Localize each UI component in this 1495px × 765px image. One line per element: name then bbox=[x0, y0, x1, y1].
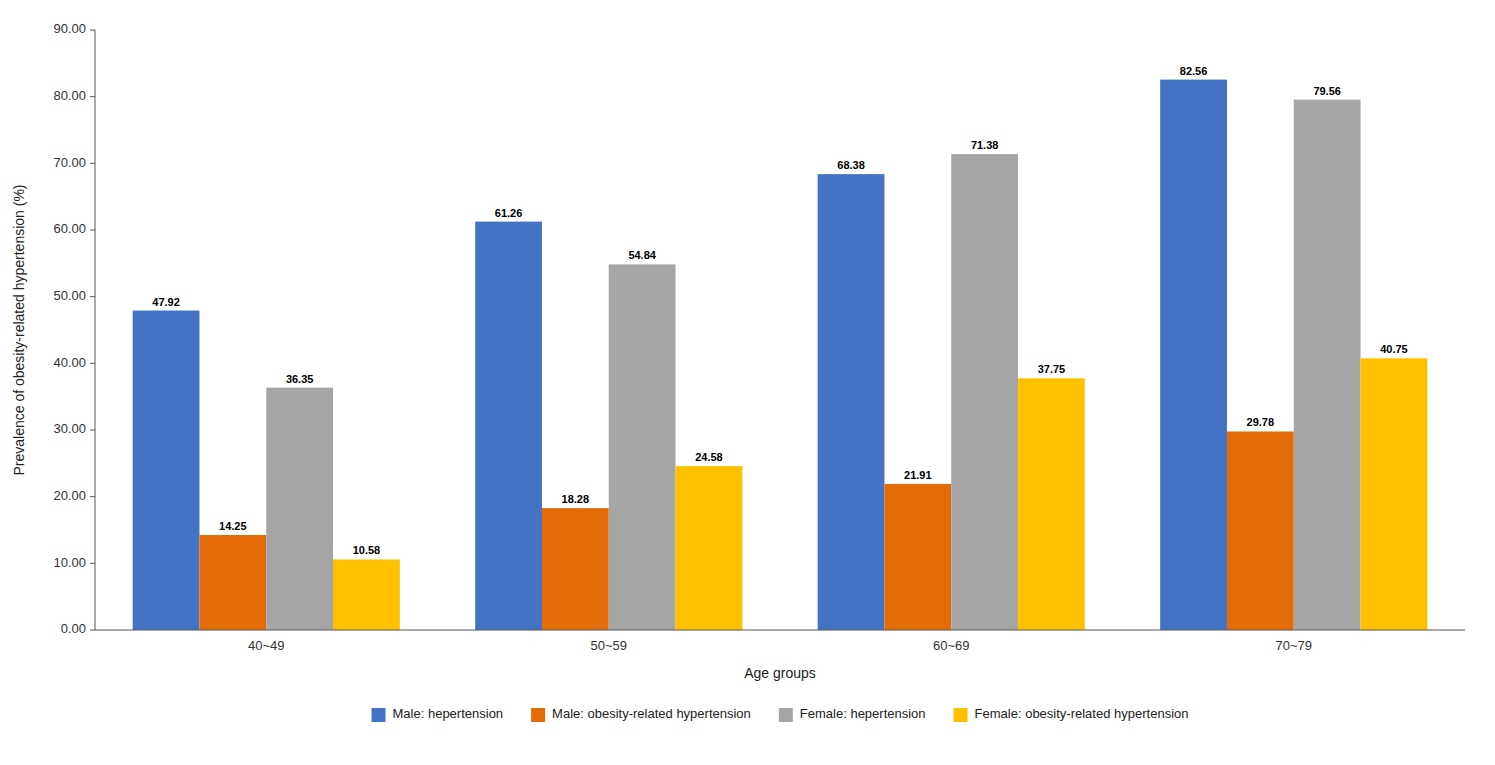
y-tick-label: 10.00 bbox=[53, 555, 86, 570]
legend-label: Male: obesity-related hypertension bbox=[552, 706, 751, 721]
legend-swatch bbox=[531, 708, 545, 722]
y-axis-label: Prevalence of obesity-related hypertensi… bbox=[11, 184, 27, 475]
data-label: 82.56 bbox=[1180, 65, 1208, 77]
bar bbox=[199, 535, 266, 630]
data-label: 36.35 bbox=[286, 373, 314, 385]
y-tick-label: 60.00 bbox=[53, 221, 86, 236]
bar bbox=[676, 466, 743, 630]
bar bbox=[333, 559, 400, 630]
bar bbox=[1018, 378, 1085, 630]
legend-item: Male: obesity-related hypertension bbox=[531, 706, 751, 722]
y-tick-label: 50.00 bbox=[53, 288, 86, 303]
chart: 0.00 10.00 20.00 30.00 40.00 50.00 60.00 70.00 8… bbox=[0, 0, 1495, 765]
y-tick-label: 20.00 bbox=[53, 488, 86, 503]
y-tick bbox=[90, 496, 95, 497]
y-tick-label: 30.00 bbox=[53, 421, 86, 436]
x-tick-label: 50~59 bbox=[590, 638, 627, 653]
y-tick-label: 80.00 bbox=[53, 88, 86, 103]
y-tick bbox=[90, 296, 95, 297]
data-label: 14.25 bbox=[219, 520, 247, 532]
y-tick-label: 0.00 bbox=[61, 621, 86, 636]
y-tick bbox=[90, 630, 95, 631]
legend-item: Female: hepertension bbox=[779, 706, 926, 722]
bar bbox=[1294, 100, 1361, 630]
bar bbox=[884, 484, 951, 630]
y-tick-label: 70.00 bbox=[53, 155, 86, 170]
bar bbox=[609, 264, 676, 630]
data-label: 40.75 bbox=[1380, 343, 1408, 355]
data-label: 54.84 bbox=[628, 249, 656, 261]
bar bbox=[1160, 80, 1227, 630]
legend-swatch bbox=[372, 708, 386, 722]
legend-swatch bbox=[779, 708, 793, 722]
bar bbox=[1227, 431, 1294, 630]
y-tick bbox=[90, 430, 95, 431]
data-label: 71.38 bbox=[971, 139, 999, 151]
x-axis-line bbox=[95, 630, 1465, 631]
data-label: 21.91 bbox=[904, 469, 932, 481]
x-axis-label: Age groups bbox=[744, 665, 816, 681]
y-tick bbox=[90, 30, 95, 31]
data-label: 29.78 bbox=[1247, 416, 1275, 428]
bar bbox=[475, 222, 542, 630]
data-label: 18.28 bbox=[562, 493, 590, 505]
legend-item: Female: obesity-related hypertension bbox=[954, 706, 1189, 722]
y-axis: 0.00 10.00 20.00 30.00 40.00 50.00 60.00 70.00 8… bbox=[53, 21, 95, 636]
legend-item: Male: hepertension bbox=[372, 706, 504, 722]
y-tick bbox=[90, 563, 95, 564]
bar bbox=[542, 508, 609, 630]
y-tick-label: 40.00 bbox=[53, 355, 86, 370]
bars bbox=[133, 80, 1428, 630]
bar bbox=[133, 311, 200, 630]
bar bbox=[818, 174, 885, 630]
y-tick bbox=[90, 363, 95, 364]
data-label: 10.58 bbox=[353, 544, 381, 556]
data-labels: 47.92 61.26 68.38 82.56 14.25 18.28 21.91 29.78… bbox=[152, 65, 1407, 557]
legend-swatch bbox=[954, 708, 968, 722]
y-tick bbox=[90, 230, 95, 231]
legend-label: Female: hepertension bbox=[800, 706, 926, 721]
x-axis: 40~49 50~59 60~69 70~79 bbox=[95, 630, 1465, 653]
data-label: 68.38 bbox=[837, 159, 865, 171]
legend-label: Female: obesity-related hypertension bbox=[975, 706, 1189, 721]
y-tick-label: 90.00 bbox=[53, 21, 86, 36]
legend-label: Male: hepertension bbox=[393, 706, 504, 721]
x-tick-label: 60~69 bbox=[933, 638, 970, 653]
bar bbox=[1361, 358, 1428, 630]
y-tick bbox=[90, 96, 95, 97]
y-tick bbox=[90, 163, 95, 164]
data-label: 24.58 bbox=[695, 451, 723, 463]
data-label: 61.26 bbox=[495, 207, 523, 219]
data-label: 47.92 bbox=[152, 296, 180, 308]
data-label: 79.56 bbox=[1313, 85, 1341, 97]
bar bbox=[266, 388, 333, 630]
bar bbox=[951, 154, 1018, 630]
x-tick-label: 40~49 bbox=[248, 638, 285, 653]
data-label: 37.75 bbox=[1038, 363, 1066, 375]
x-tick-label: 70~79 bbox=[1275, 638, 1312, 653]
y-axis-line bbox=[95, 30, 96, 630]
legend: Male: hepertension Male: obesity-related … bbox=[372, 706, 1189, 722]
